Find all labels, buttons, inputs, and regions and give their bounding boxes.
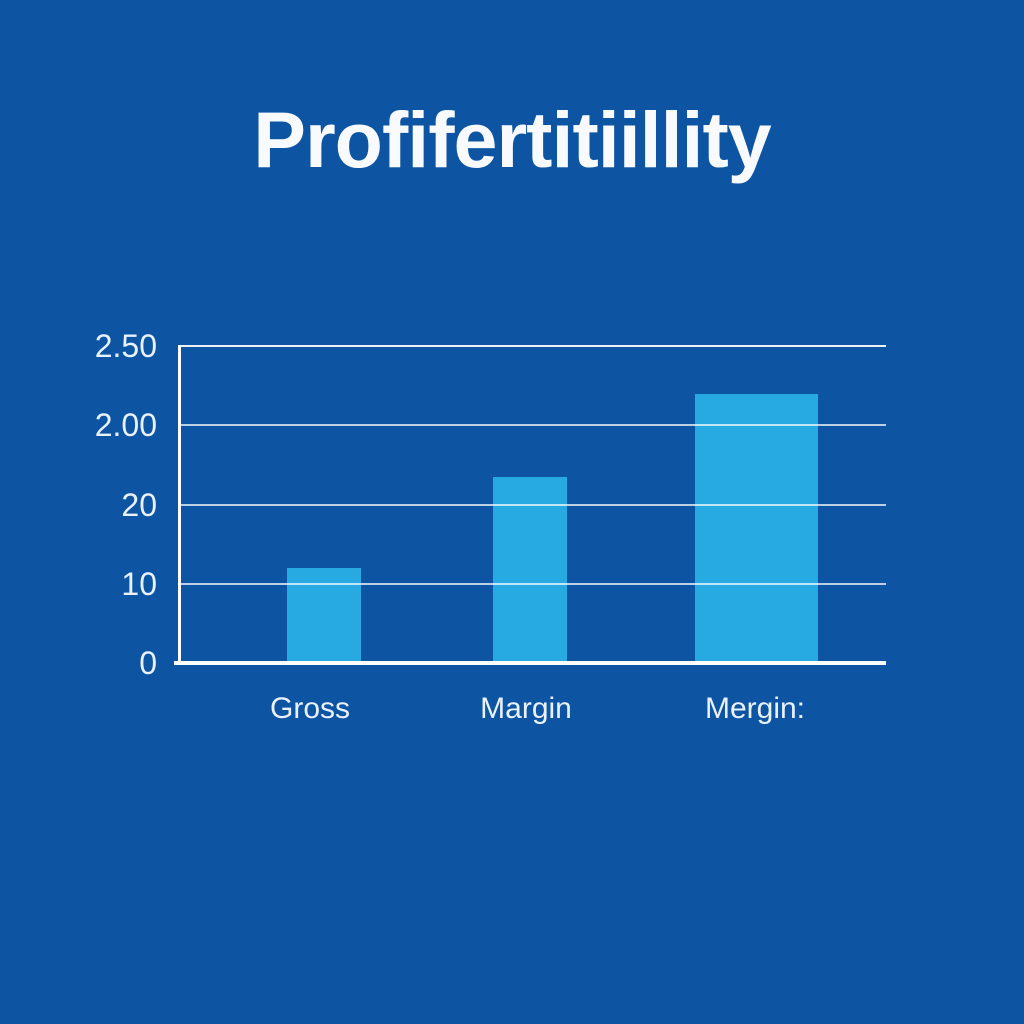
gridline	[179, 582, 886, 585]
x-category-label: Gross	[269, 692, 351, 725]
bar-mergin	[695, 393, 818, 663]
plot-area	[174, 345, 886, 665]
gridline	[179, 345, 886, 347]
chart-title: Profifertitiillity	[253, 95, 772, 184]
bar-margin	[493, 476, 567, 663]
y-tick-label: 20	[121, 486, 157, 523]
x-axis-line	[174, 661, 886, 665]
x-axis-labels: Gross Margin Mergin:	[179, 663, 886, 725]
y-tick-label: 10	[121, 565, 157, 602]
y-tick-label: 2.50	[94, 328, 157, 364]
y-tick-label: 2.00	[94, 407, 157, 444]
gridline	[179, 503, 886, 506]
x-category-label: Margin	[480, 692, 572, 725]
y-axis-line	[178, 345, 181, 665]
x-category-label: Mergin:	[704, 692, 806, 725]
gridline	[179, 424, 886, 427]
y-axis-labels: 2.50 2.00 20 10 0	[0, 328, 157, 681]
y-tick-label: 0	[139, 645, 157, 681]
